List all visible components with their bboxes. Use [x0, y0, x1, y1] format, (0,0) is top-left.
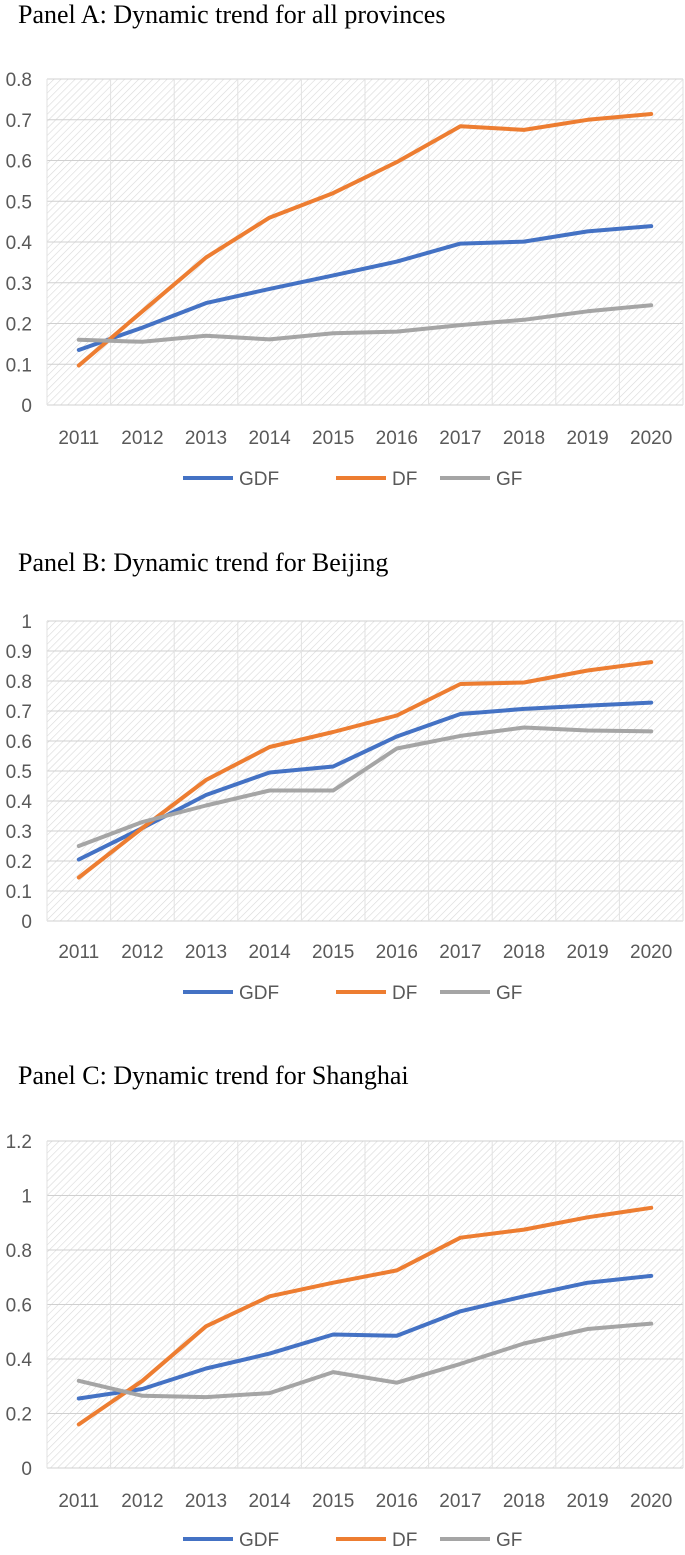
- x-tick-label: 2017: [439, 428, 481, 449]
- y-tick-label: 0.6: [6, 1296, 32, 1317]
- y-tick-label: 0: [21, 912, 32, 933]
- panel-a-title: Panel A: Dynamic trend for all provinces: [18, 0, 446, 29]
- panel-b-title: Panel B: Dynamic trend for Beijing: [18, 548, 389, 577]
- x-tick-label: 2011: [58, 428, 99, 449]
- x-tick-label: 2013: [185, 942, 227, 963]
- x-tick-label: 2012: [121, 942, 163, 963]
- y-tick-label: 0.8: [6, 672, 32, 693]
- x-tick-label: 2016: [376, 942, 418, 963]
- y-tick-label: 0.6: [6, 152, 32, 173]
- y-tick-label: 0.7: [6, 111, 32, 132]
- x-tick-label: 2017: [439, 942, 481, 963]
- y-tick-label: 0: [21, 1459, 32, 1480]
- x-tick-label: 2018: [503, 428, 545, 449]
- x-tick-label: 2014: [248, 942, 291, 963]
- legend-label-gdf: GDF: [239, 1530, 279, 1551]
- series-line-gf: [76, 1321, 654, 1400]
- y-tick-label: 0.2: [6, 315, 32, 336]
- series-line-gf: [76, 303, 654, 344]
- y-tick-label: 1: [21, 612, 32, 633]
- panel-c-title: Panel C: Dynamic trend for Shanghai: [18, 1061, 409, 1090]
- x-tick-label: 2018: [503, 1491, 545, 1512]
- x-tick-label: 2016: [376, 428, 418, 449]
- y-tick-label: 0.4: [6, 233, 33, 254]
- x-tick-label: 2015: [312, 1491, 354, 1512]
- x-tick-label: 2019: [566, 1491, 608, 1512]
- y-tick-label: 0.9: [6, 642, 32, 663]
- y-tick-label: 0.5: [6, 192, 32, 213]
- x-tick-label: 2019: [566, 942, 608, 963]
- x-tick-label: 2013: [185, 1491, 227, 1512]
- y-tick-label: 0.5: [6, 762, 32, 783]
- y-tick-label: 0.2: [6, 852, 32, 873]
- x-tick-label: 2011: [58, 942, 99, 963]
- panel-c-chart: 0 0.2 0.4 0.6 0.8 1 1.2 2011 2012 2013 2014 2015 201…: [6, 1132, 684, 1551]
- series-line-df: [76, 112, 654, 368]
- legend-label-gdf: GDF: [239, 469, 279, 490]
- legend-label-gf: GF: [496, 1530, 522, 1551]
- x-tick-label: 2019: [566, 428, 608, 449]
- y-tick-label: 1: [21, 1187, 32, 1208]
- series-line-gdf: [76, 1273, 654, 1401]
- x-tick-label: 2014: [248, 1491, 291, 1512]
- y-tick-label: 0.4: [6, 792, 33, 813]
- y-tick-label: 0.1: [6, 355, 32, 376]
- x-tick-label: 2013: [185, 428, 227, 449]
- legend-label-df: DF: [392, 1530, 417, 1551]
- x-tick-label: 2018: [503, 942, 545, 963]
- y-tick-label: 0.7: [6, 702, 32, 723]
- legend-label-df: DF: [392, 469, 417, 490]
- x-tick-label: 2020: [630, 942, 672, 963]
- legend-label-gdf: GDF: [239, 983, 279, 1004]
- panel-b-chart: 0 0.1 0.2 0.3 0.4 0.5 0.6 0.7 0.8 0.9 1 2011 2012 201…: [6, 612, 684, 1004]
- y-tick-label: 0.1: [6, 882, 32, 903]
- x-tick-label: 2011: [58, 1491, 99, 1512]
- legend-label-gf: GF: [496, 469, 522, 490]
- y-tick-label: 0.8: [6, 1241, 32, 1262]
- x-tick-label: 2014: [248, 428, 291, 449]
- x-tick-label: 2016: [376, 1491, 418, 1512]
- y-tick-label: 0.3: [6, 274, 32, 295]
- y-tick-label: 0.3: [6, 822, 32, 843]
- x-tick-label: 2015: [312, 428, 354, 449]
- x-tick-label: 2017: [439, 1491, 481, 1512]
- y-tick-label: 0.8: [6, 70, 32, 91]
- legend-label-df: DF: [392, 983, 417, 1004]
- series-line-gdf: [76, 700, 654, 862]
- series-line-df: [76, 660, 654, 880]
- y-tick-label: 0: [21, 396, 32, 417]
- series-line-gf: [76, 725, 654, 848]
- x-tick-label: 2020: [630, 428, 672, 449]
- x-tick-label: 2020: [630, 1491, 672, 1512]
- y-tick-label: 1.2: [6, 1132, 32, 1153]
- x-tick-label: 2015: [312, 942, 354, 963]
- y-tick-label: 0.6: [6, 732, 32, 753]
- legend-label-gf: GF: [496, 983, 522, 1004]
- series-line-df: [76, 1205, 654, 1427]
- panel-a-chart: 0 0.1 0.2 0.3 0.4 0.5 0.6 0.7 0.8 2011 2012 2013 201…: [6, 70, 684, 490]
- x-tick-label: 2012: [121, 1491, 163, 1512]
- x-tick-label: 2012: [121, 428, 163, 449]
- y-tick-label: 0.4: [6, 1350, 33, 1371]
- series-line-gdf: [76, 224, 654, 352]
- y-tick-label: 0.2: [6, 1405, 32, 1426]
